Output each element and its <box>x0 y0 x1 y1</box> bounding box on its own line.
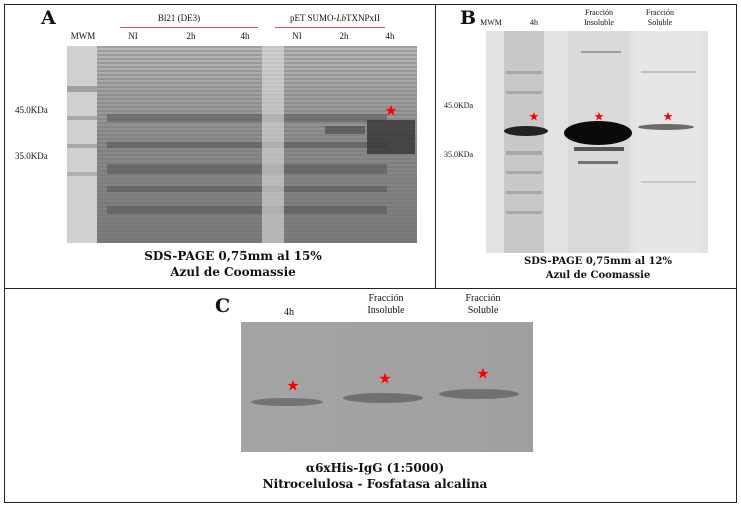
panel-a-lane-4: NI <box>292 31 302 41</box>
panel-c-lane-4h: 4h <box>284 307 294 318</box>
panel-a-gel-image <box>67 46 417 243</box>
panel-b-mwm-label: MWM <box>480 18 502 27</box>
panel-b-caption-line2: Azul de Coomassie <box>545 270 651 281</box>
panel-c-lane-insoluble-2: Insoluble <box>367 305 405 316</box>
panel-b-star-2: ★ <box>593 109 605 124</box>
panel-b-star-1: ★ <box>528 109 540 124</box>
panel-a: A Bl21 (DE3) pET SUMO-LbTXNPxII MWM NI 2… <box>4 4 436 289</box>
panel-b-gel-svg <box>486 31 708 253</box>
panel-b-gel-image <box>486 31 708 253</box>
panel-c: C 4h Fracción Insoluble Fracción Soluble… <box>4 288 737 503</box>
panel-a-lane-1: NI <box>128 31 138 41</box>
panel-b-marker-35: 35.0KDa <box>444 150 474 159</box>
panel-a-lane-6: 4h <box>385 31 395 41</box>
panel-b-lane-4h: 4h <box>530 18 538 27</box>
panel-c-caption-line1: α6xHis-IgG (1:5000) <box>305 461 445 475</box>
panel-a-group2-label: pET SUMO-LbTXNPxII <box>290 13 380 23</box>
panel-b-marker-45: 45.0KDa <box>444 101 474 110</box>
panel-c-star-2: ★ <box>378 369 392 388</box>
panel-a-marker-45: 45.0KDa <box>15 105 48 115</box>
panel-c-blot-image <box>241 322 533 452</box>
panel-a-species-italic: Lb <box>336 13 347 23</box>
panel-a-gel-svg <box>67 46 417 243</box>
panel-b-lane-soluble-2: Soluble <box>647 18 673 27</box>
panel-c-star-3: ★ <box>476 364 490 383</box>
panel-a-caption-line2: Azul de Coomassie <box>170 265 296 279</box>
panel-a-lane-5: 2h <box>339 31 349 41</box>
panel-b-letter: B <box>460 7 477 29</box>
panel-a-group1-line <box>120 27 258 28</box>
panel-b-lane-insoluble-2: Insoluble <box>584 18 614 27</box>
panel-b-lane-soluble-1: Fracción <box>646 8 674 17</box>
panel-a-lane-2: 2h <box>186 31 196 41</box>
panel-a-letter: A <box>41 7 56 29</box>
panel-c-star-1: ★ <box>286 376 300 395</box>
panel-a-group2-line <box>275 27 385 28</box>
panel-a-group2-text: pET SUMO-LbTXNPxII <box>289 13 381 23</box>
panel-b-star-3: ★ <box>662 109 674 124</box>
panel-b-lane-insoluble-1: Fracción <box>585 8 613 17</box>
panel-c-blot-svg <box>241 322 533 452</box>
panel-c-caption-line2: Nitrocelulosa - Fosfatasa alcalina <box>262 477 488 491</box>
panel-a-group1-label: Bl21 (DE3) <box>157 13 201 23</box>
panel-b: B MWM 4h Fracción Insoluble Fracción Sol… <box>435 4 737 289</box>
panel-a-lane-3: 4h <box>240 31 250 41</box>
panel-a-mwm-label: MWM <box>70 31 96 41</box>
panel-c-letter: C <box>215 295 231 317</box>
panel-c-lane-soluble-1: Fracción <box>465 293 501 304</box>
panel-a-caption-line1: SDS-PAGE 0,75mm al 15% <box>144 249 322 263</box>
panel-c-lane-insoluble-1: Fracción <box>368 293 404 304</box>
panel-a-marker-35: 35.0KDa <box>15 151 48 161</box>
panel-a-star: ★ <box>384 101 398 120</box>
panel-b-caption-line1: SDS-PAGE 0,75mm al 12% <box>523 256 673 267</box>
panel-c-lane-soluble-2: Soluble <box>467 305 499 316</box>
